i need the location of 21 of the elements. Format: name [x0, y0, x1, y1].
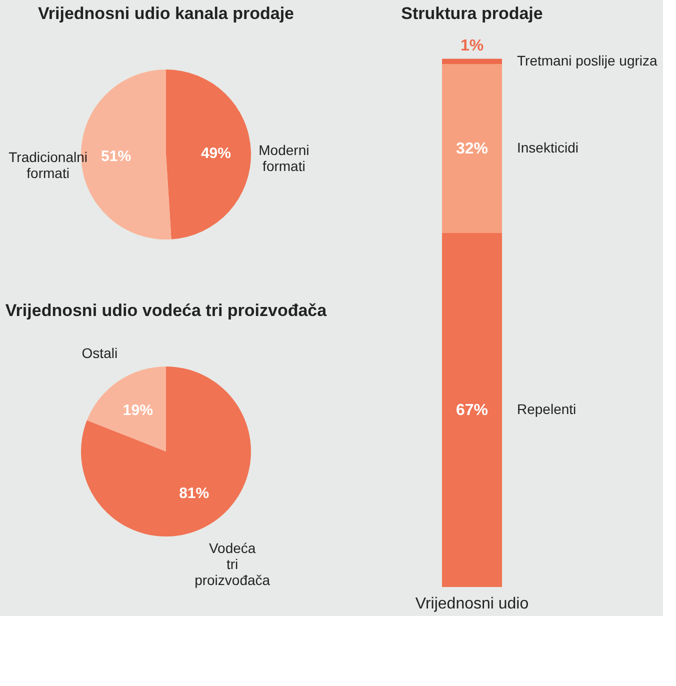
- data-label: 1%: [460, 37, 484, 54]
- pie-slice: [86, 366, 166, 452]
- series-label: Insekticidi: [517, 140, 578, 156]
- pie-slice: [81, 366, 251, 536]
- data-label: 49%: [200, 144, 231, 162]
- slice-label: Tradicionalni formati: [8, 149, 88, 182]
- data-label: 19%: [122, 402, 153, 420]
- data-label: 32%: [456, 140, 488, 158]
- slice-label: Vodeća tri proizvođača: [194, 540, 270, 588]
- chart-title: Vrijednosni udio vodeća tri proizvođača: [5, 301, 328, 320]
- x-tick-label: Vrijednosni udio: [415, 596, 529, 612]
- data-label: 51%: [101, 148, 132, 166]
- slice-label: Moderni formati: [258, 142, 310, 174]
- pie-slice: [166, 70, 251, 240]
- data-label: 81%: [179, 484, 210, 502]
- chart-title: Struktura prodaje: [401, 4, 543, 23]
- series-label: Tretmani poslije ugriza: [517, 52, 658, 68]
- chart-title: Vrijednosni udio kanala prodaje: [38, 4, 294, 23]
- data-label: 67%: [456, 402, 488, 420]
- slice-label: Ostali: [82, 344, 118, 361]
- series-label: Repelenti: [517, 401, 576, 418]
